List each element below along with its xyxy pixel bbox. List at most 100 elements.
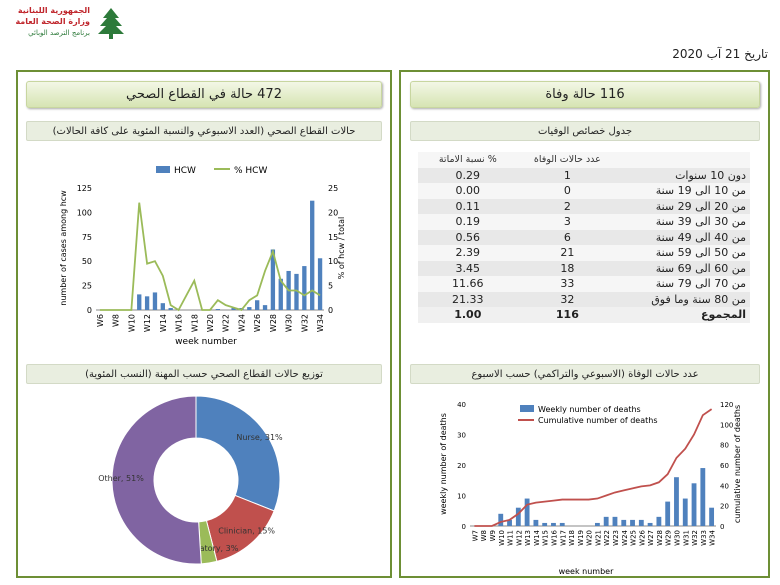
pie-slice-label: Laboratory, 3% [177, 544, 239, 553]
row-pct: 21.33 [418, 291, 518, 307]
hcw-ylabel: number of cases among hcw [59, 190, 68, 306]
total-count: 116 [517, 307, 618, 323]
x-tick-label: W24 [237, 314, 246, 332]
table-row: 0.29 1 دون 10 سنوات [418, 167, 750, 183]
row-age-group: من 20 الى 29 سنة [617, 198, 750, 214]
row-pct: 0.56 [418, 229, 518, 245]
y-tick-label: 40 [457, 401, 466, 409]
bar [515, 507, 521, 526]
series-line [99, 202, 321, 312]
row-age-group: من 80 سنة وما فوق [617, 291, 750, 307]
bar [621, 519, 627, 526]
deaths-table-head: نسبة الاماتة % عدد حالات الوفاة [418, 152, 750, 168]
x-tick-label: W16 [550, 529, 558, 545]
row-pct: 11.66 [418, 276, 518, 292]
y-tick-label: 20 [457, 462, 466, 470]
hcw-plot-area: 0 25 50 75 100 125 0 5 10 15 20 25 W6 W8 W10 W12 W14 W16 W… [77, 184, 338, 332]
x-tick-label: W32 [691, 530, 699, 546]
bar [160, 303, 165, 310]
row-count: 3 [517, 214, 618, 230]
x-tick-label: W28 [269, 314, 278, 332]
table-row: 21.33 32 من 80 سنة وما فوق [418, 291, 750, 307]
deaths-legend-line-label: Cumulative number of deaths [538, 416, 658, 425]
x-tick-label: W30 [673, 530, 681, 546]
bar [691, 483, 697, 526]
table-row: 3.45 18 من 60 الى 69 سنة [418, 260, 750, 276]
hcw-panel-title: 472 حالة في القطاع الصحي [26, 81, 382, 108]
x-tick-label: W12 [515, 530, 523, 546]
row-age-group: من 70 الى 79 سنة [617, 276, 750, 292]
deaths-panel-title: 116 حالة وفاة [410, 81, 760, 108]
x-tick-label: W23 [612, 530, 620, 546]
deaths-table-container: نسبة الاماتة % عدد حالات الوفاة 0.29 1 دون… [418, 152, 750, 323]
x-tick-label: W27 [647, 530, 655, 546]
bar [255, 300, 260, 310]
occupation-donut: Nurse, 31% Clinician, 15% Laboratory, 3% Ot… [98, 395, 283, 565]
row-count: 32 [517, 291, 618, 307]
series-line [474, 408, 713, 527]
table-total-row: 1.00 116 المجموع [418, 307, 750, 323]
pie-slice [195, 395, 281, 512]
row-age-group: من 50 الى 59 سنة [617, 245, 750, 261]
table-row: 0.11 2 من 20 الى 29 سنة [418, 198, 750, 214]
x-tick-label: W30 [285, 314, 294, 332]
x-tick-label: W9 [489, 530, 497, 541]
y-tick-label: 50 [82, 257, 92, 266]
total-pct: 1.00 [418, 307, 518, 323]
row-count: 2 [517, 198, 618, 214]
col-header-age [617, 152, 750, 168]
hcw-legend: HCW % HCW [156, 166, 267, 176]
x-tick-label: W8 [480, 530, 488, 541]
bar [262, 305, 268, 310]
bar [144, 296, 150, 310]
x-tick-label: W26 [638, 529, 646, 545]
x-tick-label: W19 [577, 530, 585, 546]
pie-slice [111, 395, 202, 565]
row-age-group: من 10 الى 19 سنة [617, 183, 750, 199]
x-tick-label: W8 [112, 314, 121, 327]
table-row: 0.00 0 من 10 الى 19 سنة [418, 183, 750, 199]
bar [647, 522, 653, 526]
bar [665, 501, 671, 526]
y-tick-label: 75 [82, 233, 92, 242]
occupation-chart-header: توزيع حالات القطاع الصحي حسب المهنة (الن… [26, 364, 382, 384]
x-tick-label: W29 [665, 530, 673, 546]
deaths-table: نسبة الاماتة % عدد حالات الوفاة 0.29 1 دون… [418, 152, 750, 323]
y2-tick-label: 40 [720, 482, 729, 490]
row-pct: 0.19 [418, 214, 518, 230]
x-tick-label: W12 [143, 314, 152, 332]
hcw-legend-line-label: % HCW [234, 166, 267, 176]
deaths-legend-bar-swatch [520, 405, 534, 412]
bar [638, 519, 644, 526]
x-tick-label: W34 [709, 529, 717, 545]
bar [152, 292, 158, 310]
y-tick-label: 10 [457, 493, 466, 501]
bar [682, 498, 688, 526]
deaths-chart: Weekly number of deaths Cumulative numbe… [439, 401, 742, 576]
row-age-group: من 60 الى 69 سنة [617, 260, 750, 276]
y2-tick-label: 20 [720, 503, 729, 511]
x-tick-label: W25 [630, 530, 638, 546]
bar [137, 294, 142, 310]
bar [559, 522, 565, 526]
bar [270, 249, 276, 310]
col-header-pct: نسبة الاماتة % [418, 152, 518, 168]
total-label: المجموع [617, 307, 750, 323]
y-tick-label: 25 [82, 282, 92, 291]
bar [317, 258, 323, 310]
deaths-chart-header: عدد حالات الوفاة (الاسبوعي والتراكمي) حس… [410, 364, 760, 384]
x-tick-label: W11 [507, 530, 515, 546]
bar [630, 519, 635, 526]
bar [247, 307, 252, 310]
deaths-legend: Weekly number of deaths Cumulative numbe… [518, 405, 658, 425]
bar [656, 516, 662, 526]
x-tick-label: W22 [222, 314, 231, 332]
x-tick-label: W20 [206, 314, 215, 332]
row-count: 1 [517, 167, 618, 183]
hcw-chart: HCW % HCW 0 25 50 75 100 125 0 5 10 15 20 25 W6 W8 W10… [59, 166, 346, 347]
x-tick-label: W33 [700, 530, 708, 546]
bar [594, 522, 600, 526]
bar [215, 309, 221, 310]
y2-tick-label: 20 [328, 208, 338, 217]
logo-line-2: وزارة الصحة العامة [15, 17, 90, 26]
